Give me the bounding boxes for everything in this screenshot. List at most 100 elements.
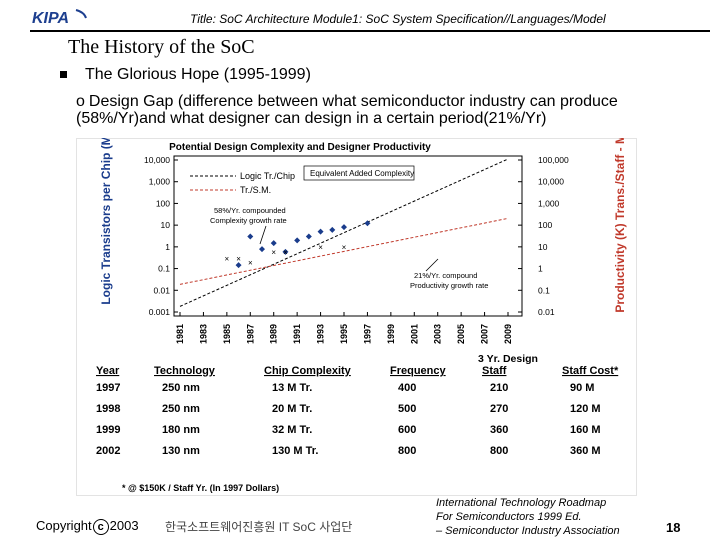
logic-data-point <box>235 262 242 269</box>
x-tick-label: 1993 <box>316 324 326 344</box>
x-tick-label: 1989 <box>269 324 279 344</box>
table-cell: 250 nm <box>162 403 200 415</box>
right-y-tick-label: 10,000 <box>538 177 564 187</box>
annotation-equivalent: Equivalent Added Complexity <box>310 169 414 178</box>
bullet-text: The Glorious Hope (1995-1999) <box>85 66 311 83</box>
left-y-tick-label: 10 <box>161 220 171 230</box>
data-series: × × × × × × × <box>179 158 509 307</box>
right-axis-label: Productivity (K) Trans./Staff - Mo. <box>613 138 627 313</box>
annotation-58-line1: 58%/Yr. compounded <box>214 206 286 215</box>
table-cell: 800 <box>490 445 508 457</box>
right-y-ticks: 100,000 10,000 1,000 100 10 1 0.1 0.01 <box>518 155 569 317</box>
right-y-tick-label: 1 <box>538 264 543 274</box>
left-y-tick-label: 1,000 <box>149 177 171 187</box>
logic-data-point <box>364 220 371 227</box>
plot-area <box>173 155 523 317</box>
logic-data-point <box>294 237 301 244</box>
table-cell: 20 M Tr. <box>272 403 312 415</box>
header-divider <box>30 30 710 32</box>
x-tick-label: 2003 <box>433 324 443 344</box>
productivity-data-point: × <box>342 243 347 252</box>
table-cell: 13 M Tr. <box>272 382 312 394</box>
table-cell: 270 <box>490 403 508 415</box>
kipa-logo: KIPA <box>32 9 87 27</box>
right-y-tick-label: 100,000 <box>538 155 569 165</box>
equivalent-box <box>303 165 415 181</box>
organization-name: 한국소프트웨어진흥원 IT SoC 사업단 <box>165 520 353 534</box>
citation-line-2: For Semiconductors 1999 Ed. <box>436 511 582 523</box>
left-y-tick-label: 1 <box>165 242 170 252</box>
x-tick-label: 1987 <box>245 324 255 344</box>
chart-title: Potential Design Complexity and Designer… <box>169 142 431 153</box>
productivity-data-point: × <box>248 258 253 267</box>
x-tick-label: 1981 <box>175 324 185 344</box>
table-cell: 500 <box>398 403 416 415</box>
logic-data-point <box>317 228 324 235</box>
page-number: 18 <box>666 520 681 535</box>
productivity-data-point: × <box>236 255 241 264</box>
legend-logic-label: Logic Tr./Chip <box>240 171 295 181</box>
right-y-tick-label: 100 <box>538 220 552 230</box>
right-y-tick-label: 1,000 <box>538 198 560 208</box>
table-cell: 160 M <box>570 424 601 436</box>
annotation-21-line2: Productivity growth rate <box>410 281 488 290</box>
citation-line-3: – Semiconductor Industry Association <box>436 525 620 537</box>
table-cell: 1999 <box>96 424 120 436</box>
x-ticks: 1981 1983 1985 1987 1989 1991 1993 1995 1997 1999… <box>175 312 513 344</box>
logo-swoosh-icon <box>75 9 87 19</box>
table-header-cell: Staff <box>482 365 507 377</box>
logo-text: KIPA <box>32 10 69 27</box>
x-tick-label: 1997 <box>362 324 372 344</box>
sub-bullet-item: o Design Gap (difference between what sem… <box>76 93 706 127</box>
bullet-item: The Glorious Hope (1995-1999) <box>60 66 311 84</box>
logic-data-point <box>259 246 265 253</box>
table-cell: 400 <box>398 382 416 394</box>
header-title: Title: SoC Architecture Module1: SoC Sys… <box>190 12 606 26</box>
right-y-tick-label: 10 <box>538 242 548 252</box>
table-cell: 32 M Tr. <box>272 424 312 436</box>
logic-data-point <box>305 233 312 240</box>
table-footnote: * @ $150K / Staff Yr. (In 1997 Dollars) <box>122 483 279 493</box>
logic-data-point <box>247 233 254 240</box>
table-cell: 180 nm <box>162 424 200 436</box>
table-header-cell: Staff Cost* <box>562 365 619 377</box>
plot-frame <box>173 155 523 317</box>
x-tick-label: 1991 <box>292 324 302 344</box>
productivity-data-point: × <box>225 255 230 264</box>
table-header-cell: Year <box>96 365 120 377</box>
productivity-data-point: × <box>271 248 276 257</box>
annotation-58-arrow <box>259 225 267 245</box>
slide-title: The History of the SoC <box>68 36 255 58</box>
table-cell: 250 nm <box>162 382 200 394</box>
staff-table: 3 Yr. Design Year Technology Chip Complexi… <box>96 353 619 457</box>
left-y-tick-label: 0.01 <box>153 285 170 295</box>
right-y-tick-label: 0.1 <box>538 285 550 295</box>
copyright-year: 2003 <box>109 518 139 533</box>
annotation-21-line1: 21%/Yr. compound <box>414 271 477 280</box>
logic-data-point <box>270 240 277 247</box>
legend-productivity-label: Tr./S.M. <box>240 185 271 195</box>
x-tick-label: 2009 <box>503 324 513 344</box>
chart-legend: Logic Tr./Chip Tr./S.M. <box>190 171 295 195</box>
left-axis-label: Logic Transistors per Chip (M) <box>99 138 113 305</box>
citation-line-1: International Technology Roadmap <box>436 497 607 509</box>
right-y-tick-label: 0.01 <box>538 307 555 317</box>
table-cell: 90 M <box>570 382 594 394</box>
x-tick-label: 1995 <box>339 324 349 344</box>
table-cell: 130 M Tr. <box>272 445 318 457</box>
table-cell: 120 M <box>570 403 601 415</box>
annotation-58-line2: Complexity growth rate <box>210 216 287 225</box>
left-y-ticks: 10,000 1,000 100 10 1 0.1 0.01 0.001 <box>144 155 178 317</box>
table-header-cell: Frequency <box>390 365 447 377</box>
x-tick-label: 2005 <box>456 324 466 344</box>
left-y-tick-label: 100 <box>156 198 170 208</box>
sub-bullet-text: Design Gap (difference between what semi… <box>76 93 618 127</box>
logic-data-point <box>329 226 336 233</box>
left-y-tick-label: 0.1 <box>158 264 170 274</box>
table-cell: 600 <box>398 424 416 436</box>
roadmap-figure: Potential Design Complexity and Designer… <box>76 138 637 496</box>
productivity-data-point: × <box>318 243 323 252</box>
annotation-21-arrow <box>425 258 439 272</box>
left-y-tick-label: 0.001 <box>149 307 171 317</box>
table-cell: 360 <box>490 424 508 436</box>
